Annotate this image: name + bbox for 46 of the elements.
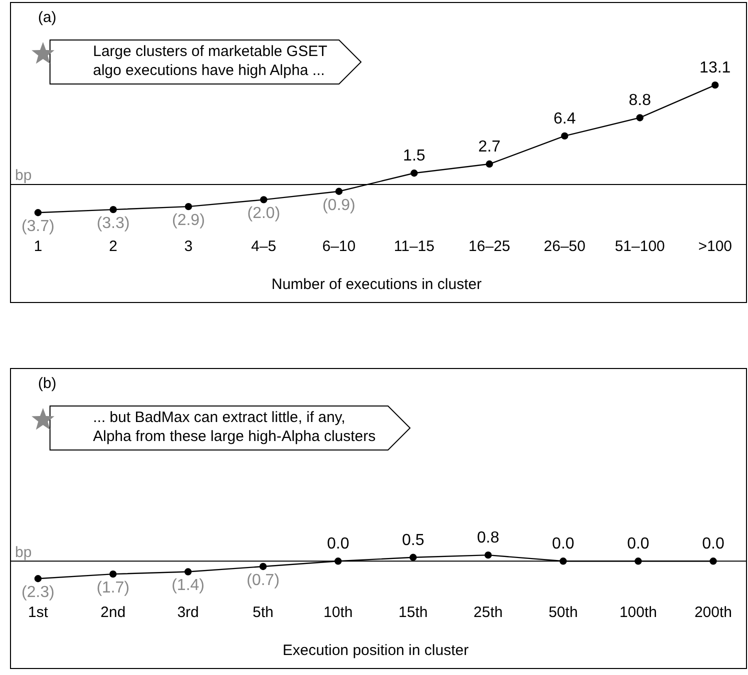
x-tick-label: 2 bbox=[109, 238, 118, 256]
ref-line-label: bp bbox=[15, 167, 32, 184]
x-tick-label: 15th bbox=[398, 604, 428, 622]
x-tick-label: 50th bbox=[548, 604, 578, 622]
x-tick-label: 200th bbox=[694, 604, 732, 622]
x-tick-label: 1st bbox=[28, 604, 49, 622]
x-axis-title: Number of executions in cluster bbox=[272, 276, 482, 294]
x-tick-label: 4–5 bbox=[251, 238, 276, 256]
x-tick-label: 51–100 bbox=[614, 238, 665, 256]
x-tick-label: 10th bbox=[324, 604, 353, 622]
data-label: 0.5 bbox=[402, 532, 424, 549]
data-label: 0.0 bbox=[702, 536, 724, 553]
data-label: (3.3) bbox=[96, 214, 130, 232]
chart-title: (a) bbox=[38, 9, 56, 26]
x-tick-label: 2nd bbox=[100, 604, 126, 622]
x-tick-label: 6–10 bbox=[322, 238, 356, 256]
data-label: 2.7 bbox=[478, 138, 501, 156]
chart-title: (b) bbox=[38, 375, 56, 392]
x-tick-label: 100th bbox=[619, 604, 657, 622]
data-label: 8.8 bbox=[628, 92, 652, 110]
x-tick-label: >100 bbox=[698, 238, 732, 256]
data-label: (1.4) bbox=[172, 577, 205, 594]
x-tick-label: 1 bbox=[34, 238, 42, 256]
data-label: (0.9) bbox=[322, 196, 356, 214]
ref-line-label: bp bbox=[15, 544, 32, 561]
x-tick-label: 25th bbox=[474, 604, 503, 622]
x-tick-label: 3 bbox=[184, 238, 193, 256]
data-label: 1.5 bbox=[403, 148, 426, 165]
x-tick-label: 5th bbox=[252, 604, 274, 622]
data-label: (2.0) bbox=[247, 205, 280, 222]
x-axis-title: Execution position in cluster bbox=[282, 642, 469, 660]
data-label: (1.7) bbox=[96, 579, 130, 596]
data-label: (0.7) bbox=[246, 572, 280, 589]
data-label: 0.0 bbox=[326, 536, 350, 553]
data-label: (3.7) bbox=[22, 218, 54, 236]
x-tick-label: 11–15 bbox=[394, 238, 434, 256]
data-label: 0.8 bbox=[477, 529, 500, 546]
x-tick-label: 26–50 bbox=[544, 238, 586, 256]
data-label: 13.1 bbox=[700, 59, 731, 76]
data-label: 6.4 bbox=[554, 110, 576, 128]
x-tick-label: 16–25 bbox=[468, 238, 510, 256]
data-label: 0.0 bbox=[627, 536, 650, 553]
data-label: 0.0 bbox=[552, 536, 574, 553]
data-label: (2.3) bbox=[22, 584, 54, 602]
data-label: (2.9) bbox=[172, 212, 205, 229]
x-tick-label: 3rd bbox=[177, 604, 199, 622]
